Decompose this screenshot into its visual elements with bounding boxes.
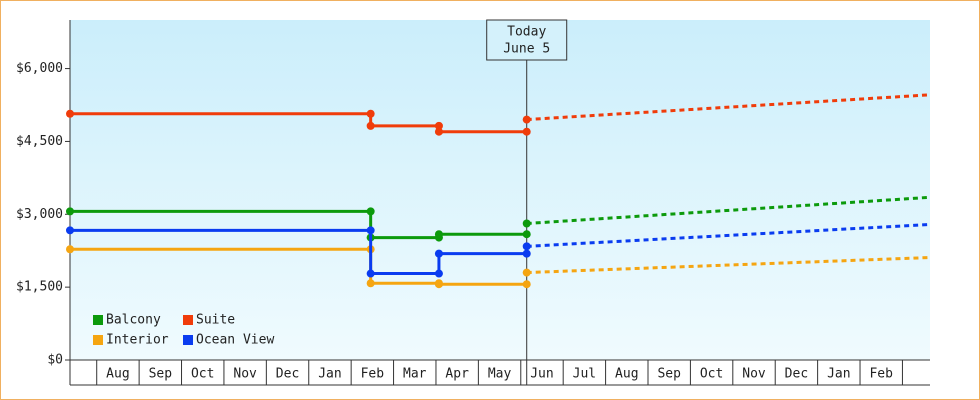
point [522,242,531,251]
x-tick-label: Feb [361,367,385,382]
forecast-line [526,195,931,226]
point [434,230,443,239]
today-label: Today [507,25,546,40]
point [434,121,443,130]
x-tick-label: Feb [869,367,893,382]
x-tick-label: Jan [827,367,850,382]
today-label: June 5 [503,42,550,57]
series-line [70,112,527,134]
y-tick-label: $4,500 [16,134,63,149]
x-tick-label: Nov [742,367,766,382]
y-tick-label: $3,000 [16,207,63,222]
y-tick-label: $1,500 [16,280,63,295]
legend-swatch [93,335,103,345]
x-tick-label: Dec [276,367,299,382]
point [434,280,443,289]
forecast-line [526,93,931,122]
x-tick-label: Sep [657,367,681,382]
point [434,127,443,136]
series-line [70,209,527,240]
point [522,280,531,289]
point [66,226,74,235]
x-tick-label: Jan [318,367,341,382]
x-tick-label: Apr [445,367,469,382]
point [366,269,375,278]
point [66,245,74,254]
x-tick-label: May [488,367,512,382]
legend-swatch [93,315,103,325]
x-tick-label: Nov [233,367,257,382]
y-tick-label: $6,000 [16,61,63,76]
x-tick-label: Jun [530,367,553,382]
x-tick-label: Jul [573,367,596,382]
point [366,207,375,216]
x-tick-label: Sep [149,367,173,382]
forecast-line [526,256,931,275]
x-tick-label: Oct [700,367,723,382]
legend-label: Ocean View [196,333,274,348]
x-tick-label: Aug [615,367,638,382]
legend-label: Interior [106,333,169,348]
point [366,226,375,235]
point [522,219,531,228]
point [522,249,531,258]
point [434,269,443,278]
x-tick-label: Aug [106,367,129,382]
point [522,115,531,124]
series-line [70,228,527,276]
x-tick-label: Oct [191,367,214,382]
x-tick-label: Dec [785,367,808,382]
plot-area [70,20,930,360]
point [366,279,375,288]
x-tick-label: Mar [403,367,427,382]
point [66,207,74,216]
legend-label: Suite [196,313,235,328]
point [522,127,531,136]
point [366,121,375,130]
today-box [486,19,568,61]
legend-swatch [183,315,193,325]
point [522,230,531,239]
point [434,249,443,258]
series-line [70,247,527,286]
point [522,268,531,277]
point [66,109,74,118]
forecast-line [526,222,931,248]
y-tick-label: $0 [47,353,63,368]
point [366,109,375,118]
legend-label: Balcony [106,313,161,328]
legend-swatch [183,335,193,345]
